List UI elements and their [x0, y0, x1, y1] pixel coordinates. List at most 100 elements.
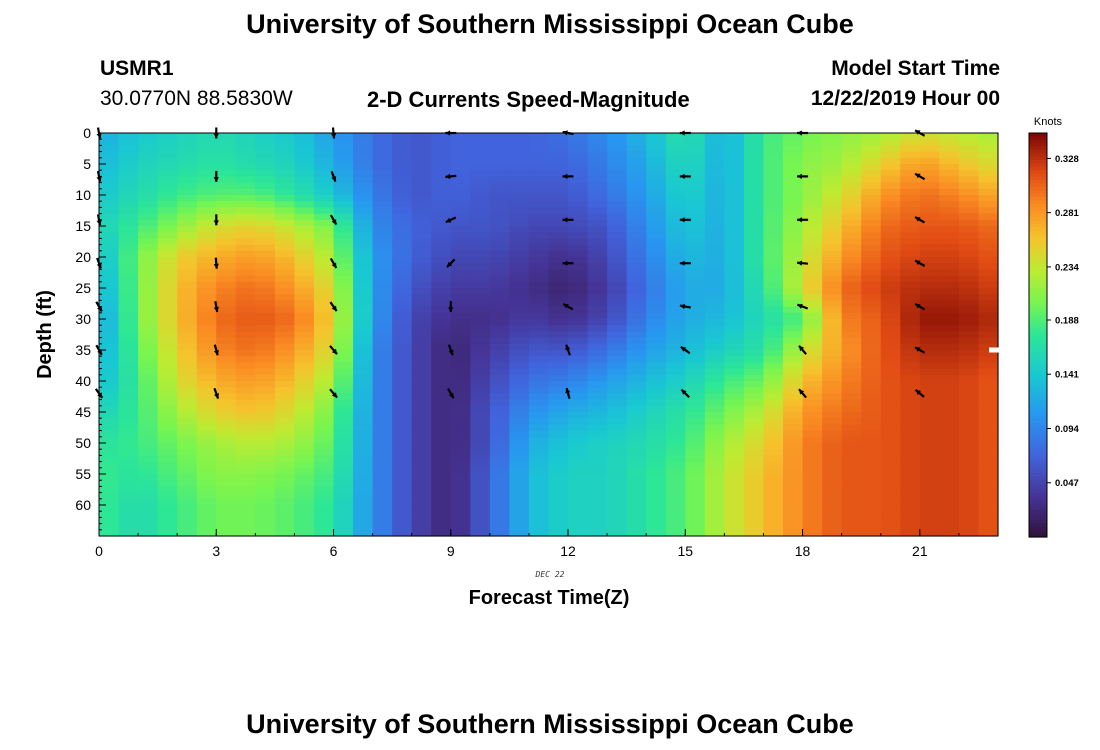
heatmap-cell: [587, 449, 608, 456]
heatmap-cell: [841, 195, 862, 202]
heatmap-cell: [802, 424, 823, 432]
heatmap-cell: [743, 213, 765, 221]
heatmap-cell: [470, 213, 491, 221]
heatmap-cell: [489, 449, 511, 456]
heatmap-cell: [900, 319, 921, 326]
heatmap-cell: [646, 201, 667, 208]
heatmap-cell: [841, 480, 862, 487]
heatmap-cell: [646, 467, 667, 475]
heatmap-cell: [528, 133, 550, 140]
heatmap-cell: [763, 449, 784, 456]
heatmap-cell: [743, 486, 765, 494]
heatmap-cell: [138, 381, 159, 388]
heatmap-cell: [724, 350, 745, 357]
heatmap-cell: [294, 219, 315, 227]
heatmap-cell: [294, 294, 315, 301]
heatmap-cell: [470, 436, 491, 444]
heatmap-cell: [743, 300, 765, 308]
heatmap-cell: [900, 412, 921, 419]
colorbar-segment: [1029, 345, 1047, 350]
heatmap-cell: [235, 213, 256, 221]
heatmap-cell: [294, 381, 315, 388]
heatmap-cell: [392, 269, 413, 277]
heatmap-cell: [450, 319, 471, 326]
colorbar-segment: [1029, 163, 1047, 168]
heatmap-cell: [372, 275, 393, 283]
heatmap-cell: [392, 523, 413, 531]
heatmap-cell: [509, 281, 530, 289]
heatmap-cell: [118, 238, 139, 246]
heatmap-cell: [880, 405, 901, 413]
heatmap-cell: [392, 498, 413, 506]
colorbar-segment: [1029, 479, 1047, 484]
heatmap-cell: [392, 145, 413, 153]
heatmap-cell: [216, 492, 237, 500]
heatmap-cell: [626, 312, 647, 320]
heatmap-cell: [450, 381, 471, 388]
heatmap-cell: [939, 188, 960, 196]
heatmap-cell: [450, 405, 471, 413]
heatmap-cell: [450, 461, 471, 469]
heatmap-cell: [919, 418, 940, 425]
heatmap-cell: [274, 232, 296, 239]
heatmap-cell: [724, 381, 745, 388]
heatmap-cell: [880, 232, 901, 239]
heatmap-cell: [235, 201, 256, 208]
heatmap-cell: [607, 350, 628, 357]
heatmap-cell: [177, 381, 198, 388]
heatmap-cell: [763, 306, 784, 314]
heatmap-cell: [509, 139, 530, 146]
heatmap-cell: [411, 201, 432, 208]
heatmap-cell: [431, 325, 452, 332]
heatmap-cell: [274, 164, 296, 171]
heatmap-cell: [470, 219, 491, 227]
heatmap-cell: [294, 337, 315, 345]
heatmap-cell: [431, 133, 452, 140]
heatmap-cell: [489, 263, 511, 270]
heatmap-cell: [392, 275, 413, 283]
heatmap-cell: [724, 393, 745, 401]
heatmap-cell: [235, 312, 256, 320]
heatmap-cell: [333, 201, 354, 208]
heatmap-cell: [900, 443, 921, 450]
heatmap-cell: [177, 306, 198, 314]
heatmap-cell: [274, 511, 296, 518]
heatmap-cell: [978, 455, 999, 463]
heatmap-cell: [802, 263, 823, 270]
heatmap-cell: [353, 399, 374, 407]
heatmap-cell: [528, 226, 550, 233]
heatmap-cell: [978, 505, 999, 512]
heatmap-cell: [704, 393, 725, 401]
heatmap-cell: [880, 368, 901, 376]
colorbar-segment: [1029, 274, 1047, 279]
heatmap-cell: [431, 164, 452, 171]
heatmap-cell: [528, 461, 550, 469]
heatmap-cell: [196, 337, 217, 345]
heatmap-cell: [919, 306, 940, 314]
heatmap-cell: [353, 362, 374, 370]
heatmap-cell: [138, 412, 159, 419]
heatmap-cell: [431, 424, 452, 432]
heatmap-cell: [333, 195, 354, 202]
colorbar-segment: [1029, 382, 1047, 387]
heatmap-cell: [431, 250, 452, 258]
heatmap-cell: [587, 213, 608, 221]
heatmap-cell: [978, 529, 999, 537]
heatmap-cell: [177, 157, 198, 165]
heatmap-cell: [880, 176, 901, 184]
heatmap-cell: [900, 517, 921, 525]
heatmap-cell: [255, 480, 276, 487]
heatmap-cell: [607, 480, 628, 487]
heatmap-cell: [528, 300, 550, 308]
x-tick-label: 18: [795, 543, 811, 559]
heatmap-cell: [665, 498, 686, 506]
heatmap-cell: [587, 232, 608, 239]
heatmap-cell: [255, 219, 276, 227]
heatmap-cell: [528, 176, 550, 184]
heatmap-cell: [196, 294, 217, 301]
heatmap-cell: [704, 133, 725, 140]
heatmap-cell: [274, 399, 296, 407]
heatmap-cell: [489, 325, 511, 332]
heatmap-cell: [724, 133, 745, 140]
heatmap-cell: [431, 269, 452, 277]
